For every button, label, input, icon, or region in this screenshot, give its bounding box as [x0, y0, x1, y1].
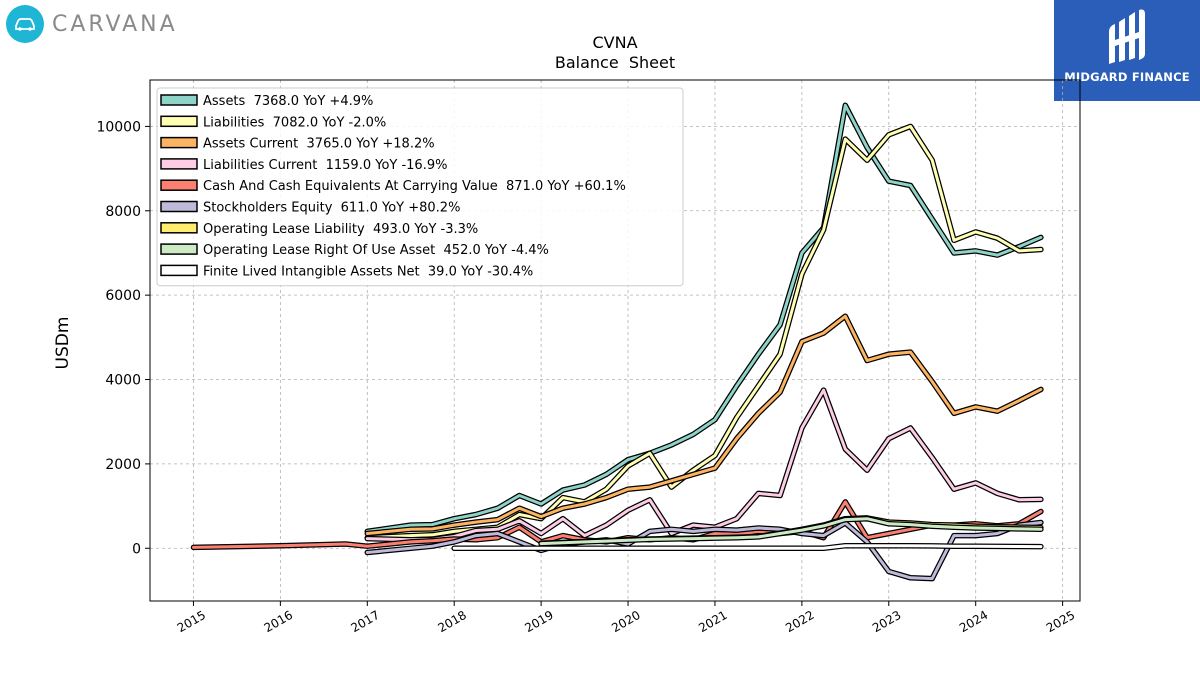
chart-subtitle: Balance Sheet — [555, 53, 675, 72]
series-line-8 — [452, 544, 1043, 550]
chart-title: CVNA — [592, 33, 637, 52]
y-tick-label: 2000 — [105, 457, 141, 473]
midgard-logo-icon — [1109, 9, 1145, 64]
x-tick-label: 2023 — [870, 608, 903, 635]
y-tick-label: 4000 — [105, 373, 141, 389]
series-line-5 — [365, 521, 1043, 581]
legend-swatch-7 — [160, 243, 198, 255]
legend-swatch-0 — [160, 94, 198, 106]
y-axis-label: USDm — [53, 317, 73, 370]
x-tick-label: 2024 — [957, 608, 990, 635]
series-line-7 — [539, 517, 1043, 546]
legend-label-3: Liabilities Current 1159.0 YoY -16.9% — [203, 158, 447, 173]
legend-label-1: Liabilities 7082.0 YoY -2.0% — [203, 115, 386, 130]
y-tick-label: 6000 — [105, 288, 141, 304]
legend-swatch-4 — [160, 179, 198, 191]
legend-label-7: Operating Lease Right Of Use Asset 452.0… — [203, 243, 549, 258]
legend-swatch-6 — [160, 222, 198, 234]
legend-label-0: Assets 7368.0 YoY +4.9% — [203, 94, 373, 109]
legend-swatch-3 — [160, 158, 198, 170]
legend: Assets 7368.0 YoY +4.9% Liabilities 7082.… — [156, 87, 684, 287]
legend-label-5: Stockholders Equity 611.0 YoY +80.2% — [203, 201, 460, 216]
series-line-2 — [365, 314, 1043, 535]
x-tick-label: 2022 — [783, 608, 816, 635]
y-tick-label: 0 — [132, 541, 141, 557]
brand-logo: CARVANA — [6, 4, 178, 44]
legend-swatch-8 — [160, 264, 198, 277]
midgard-name: MIDGARD FINANCE — [1064, 70, 1190, 84]
x-tick-label: 2016 — [262, 608, 295, 635]
legend-swatch-1 — [160, 115, 198, 128]
plot-frame — [149, 79, 1081, 602]
x-tick-label: 2015 — [175, 608, 208, 635]
car-icon — [6, 5, 44, 43]
series-group — [190, 102, 1044, 582]
legend-label-2: Assets Current 3765.0 YoY +18.2% — [203, 137, 435, 152]
x-tick-label: 2025 — [1044, 608, 1077, 635]
legend-box — [156, 87, 684, 287]
series-line-0 — [365, 103, 1043, 533]
legend-label-4: Cash And Cash Equivalents At Carrying Va… — [203, 179, 626, 194]
y-tick-label: 10000 — [96, 119, 141, 135]
legend-label-6: Operating Lease Liability 493.0 YoY -3.3… — [203, 222, 478, 237]
x-tick-label: 2020 — [609, 608, 642, 635]
y-tick-label: 8000 — [105, 204, 141, 220]
midgard-watermark: MIDGARD FINANCE — [1054, 0, 1200, 101]
x-tick-label: 2021 — [696, 608, 729, 635]
legend-label-8: Finite Lived Intangible Assets Net 39.0 … — [203, 264, 533, 279]
brand-name: CARVANA — [52, 11, 178, 37]
legend-swatch-5 — [160, 200, 198, 213]
x-tick-label: 2018 — [435, 608, 468, 635]
x-tick-label: 2017 — [349, 608, 382, 635]
legend-swatch-2 — [160, 136, 198, 149]
x-tick-label: 2019 — [522, 608, 555, 635]
